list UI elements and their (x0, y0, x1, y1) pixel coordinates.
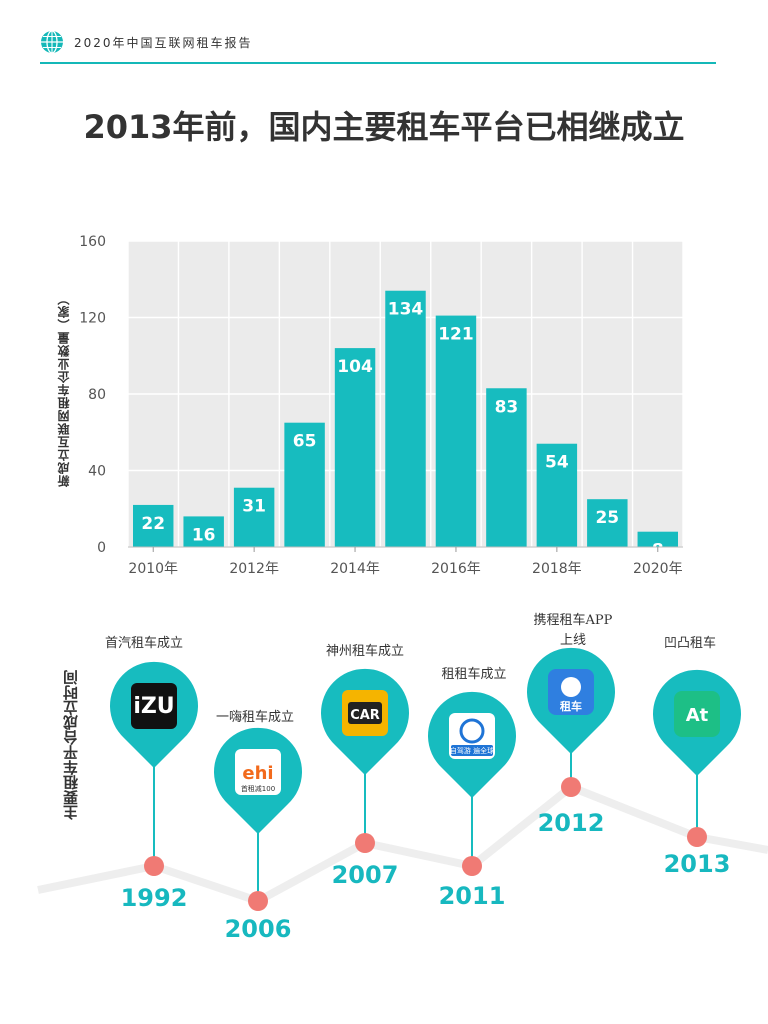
ehi-logo-icon (235, 749, 281, 795)
bar-value-label: 25 (595, 508, 619, 528)
platform-logo: iZU (131, 683, 177, 729)
bar-2017 (486, 388, 527, 547)
report-header: 2020年中国互联网租车报告 (40, 30, 716, 64)
bar-value-label: 104 (337, 357, 373, 377)
bar-value-label: 121 (438, 325, 474, 345)
bar-value-label: 83 (495, 397, 519, 417)
globe-icon (41, 30, 63, 54)
logo-text: CAR (350, 708, 380, 723)
platform-caption: 一嗨租车成立 (215, 710, 294, 725)
platform-caption: 凹凸租车 (663, 636, 716, 651)
header-divider (40, 62, 716, 64)
timeline-dot (687, 827, 707, 847)
x-tick-label: 2016年 (431, 561, 481, 577)
x-tick-label: 2014年 (330, 561, 380, 577)
timeline-year: 1992 (120, 884, 188, 912)
y-tick-label: 40 (88, 464, 106, 480)
timeline-dot (355, 833, 375, 853)
logo-text: ehi (242, 763, 273, 784)
platform-caption: 首汽租车成立 (104, 636, 183, 651)
bar-value-label: 31 (242, 497, 266, 517)
platform-logo: CAR (342, 690, 388, 736)
y-tick-label: 80 (88, 387, 106, 403)
platform-logo: At (674, 691, 720, 737)
logo-text: 租车 (560, 699, 582, 713)
bar-2012 (233, 487, 275, 547)
timeline-dot (144, 856, 164, 876)
izu-logo-icon (131, 683, 177, 729)
bar-2018 (536, 443, 578, 547)
report-title: 2020年中国互联网租车报告 (74, 36, 253, 50)
page-title: 2013年前，国内主要租车平台已相继成立 (83, 108, 685, 146)
bar-chart: 040801201602216316510413412183542582010年… (79, 234, 684, 577)
timeline-year: 2013 (663, 850, 731, 878)
bar-value-label: 65 (293, 432, 317, 452)
platform-caption: 租租车成立 (441, 667, 507, 682)
y-tick-label: 0 (97, 540, 106, 556)
bar-2016 (435, 315, 477, 547)
logo-text: iZU (133, 694, 174, 719)
platform-caption: 携程租车APP上线 (533, 613, 613, 648)
y-tick-label: 120 (79, 311, 106, 327)
x-tick-label: 2012年 (229, 561, 279, 577)
logo-subtext: 自驾游 遍全球 (450, 746, 494, 755)
platform-caption: 神州租车成立 (325, 644, 404, 659)
x-tick-label: 2018年 (532, 561, 582, 577)
bar-2020 (637, 531, 678, 547)
atzuche-logo-icon (674, 691, 720, 737)
bar-2015 (385, 290, 426, 547)
bar-value-label: 54 (545, 453, 569, 473)
timeline-dot (462, 856, 482, 876)
bar-2010 (133, 504, 174, 547)
bar-2013 (284, 422, 325, 547)
bar-value-label: 22 (141, 514, 165, 534)
bar-value-label: 134 (388, 300, 424, 320)
timeline-year: 2011 (438, 882, 506, 910)
platform-logo: 租车 (548, 669, 594, 715)
zuzuche-logo-banner (451, 745, 493, 756)
timeline-path (37, 783, 768, 905)
bar-value-label: 16 (192, 525, 216, 545)
bar-2011 (183, 516, 224, 547)
zuzuche-logo-ring (459, 718, 485, 744)
logo-text: At (686, 705, 709, 726)
timeline-dot (248, 891, 268, 911)
car-logo-inner (348, 702, 382, 724)
timeline-year: 2012 (537, 809, 605, 837)
platform-logo: 自驾游 遍全球 (449, 713, 495, 759)
timeline-year: 2007 (331, 861, 399, 889)
logo-subtext: 首租减100 (241, 784, 275, 793)
x-tick-label: 2020年 (633, 561, 683, 577)
timeline-year: 2006 (224, 915, 292, 943)
y-tick-label: 160 (79, 234, 106, 250)
bar-2019 (587, 499, 628, 547)
x-tick-label: 2010年 (128, 561, 178, 577)
bar-2014 (334, 348, 376, 547)
ctrip-logo-dolphin (561, 677, 581, 697)
timeline-dot (561, 777, 581, 797)
